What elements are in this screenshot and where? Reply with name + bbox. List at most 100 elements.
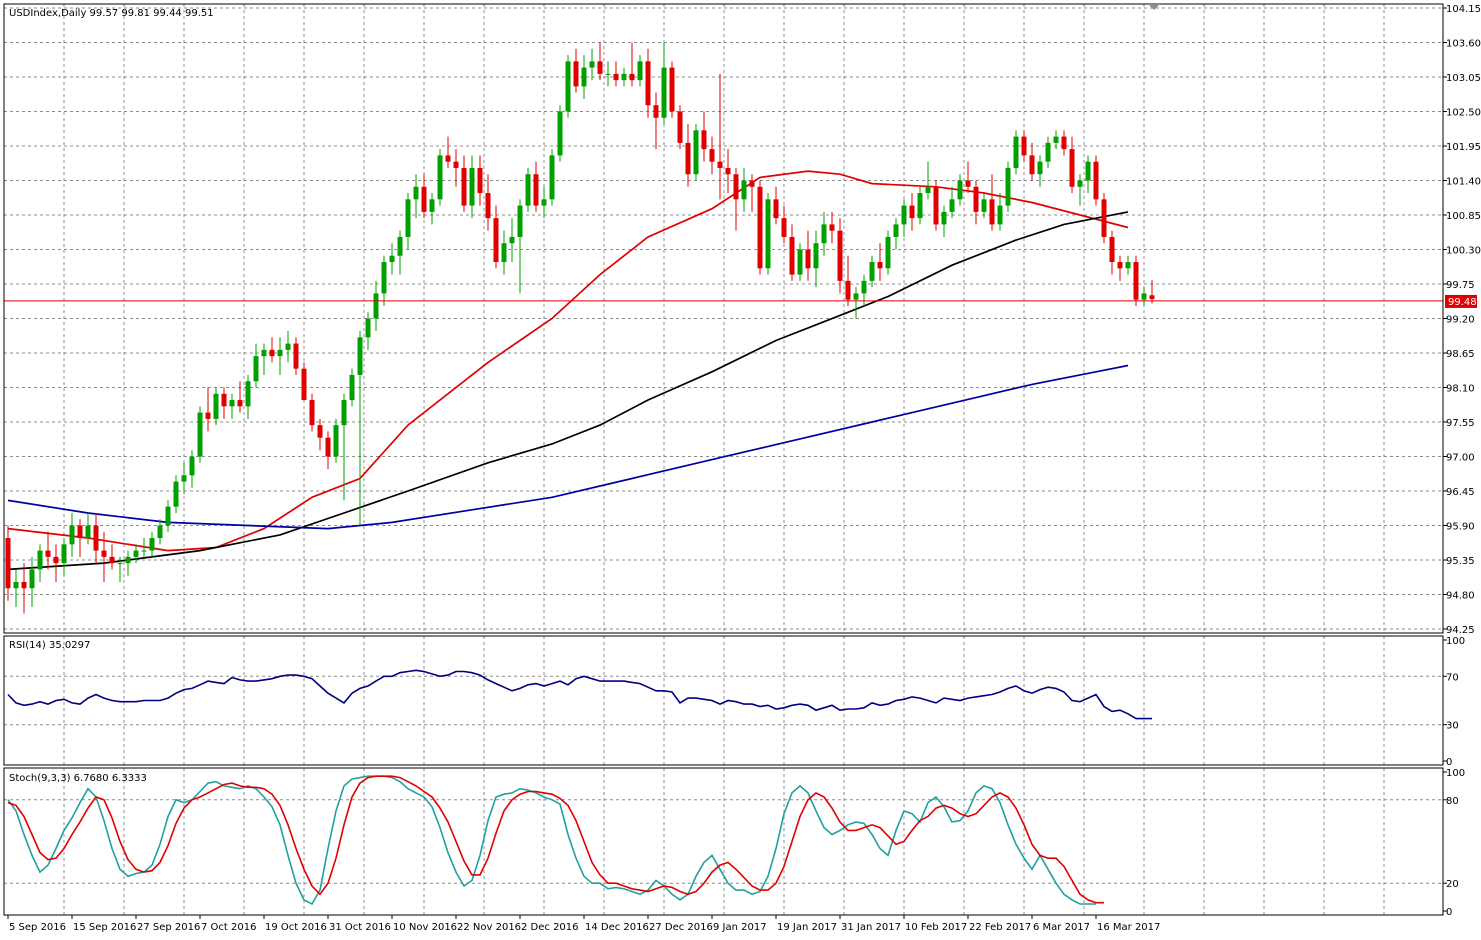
candle-body xyxy=(981,199,987,212)
candle-body xyxy=(405,199,411,237)
candle-body xyxy=(1013,136,1019,168)
price-tick-label: 100.30 xyxy=(1446,246,1481,257)
candle-body xyxy=(485,193,491,219)
candle-body xyxy=(413,186,419,200)
candle-body xyxy=(309,400,315,426)
candle-body xyxy=(661,67,667,118)
candle-body xyxy=(925,186,931,194)
stoch-line-main xyxy=(7,775,1096,906)
candle-body xyxy=(85,525,91,539)
candle-body xyxy=(917,193,923,219)
candle-body xyxy=(1053,136,1059,143)
candle-body xyxy=(149,538,155,551)
candle-body xyxy=(853,293,859,300)
candle-body xyxy=(493,218,499,263)
pane-frame xyxy=(3,767,1444,916)
price-tick-label: 97.00 xyxy=(1446,453,1475,464)
grid-layer xyxy=(4,4,1443,915)
candle-body xyxy=(797,249,803,275)
candle-body xyxy=(213,393,219,419)
candle-body xyxy=(37,550,43,570)
candle-body xyxy=(813,243,819,269)
candle-body xyxy=(1109,236,1115,263)
candle-body xyxy=(845,280,851,300)
candle-body xyxy=(125,556,131,564)
candle-body xyxy=(1149,295,1155,300)
candle-body xyxy=(909,205,915,219)
candle-body xyxy=(637,61,643,81)
stoch-tick-label: 80 xyxy=(1446,796,1459,807)
candle-body xyxy=(45,550,51,557)
date-tick-label: 16 Mar 2017 xyxy=(1097,922,1160,933)
date-tick-label: 19 Oct 2016 xyxy=(265,922,327,933)
candle-body xyxy=(1101,199,1107,237)
rsi-line xyxy=(7,669,1152,720)
candle-body xyxy=(245,381,251,407)
candle-body xyxy=(1141,293,1147,300)
candle-body xyxy=(1045,142,1051,162)
candle-body xyxy=(365,318,371,338)
candle-body xyxy=(877,262,883,269)
candle-body xyxy=(133,550,139,557)
candle-body xyxy=(109,556,115,564)
date-tick-label: 19 Jan 2017 xyxy=(777,922,837,933)
candle-body xyxy=(1005,167,1011,206)
candle-body xyxy=(605,73,611,75)
candle-body xyxy=(301,368,307,401)
candle-body xyxy=(1037,161,1043,175)
candle-body xyxy=(725,167,731,175)
candle-body xyxy=(949,199,955,212)
candle-body xyxy=(965,180,971,187)
candle-body xyxy=(61,544,67,564)
date-tick-label: 15 Sep 2016 xyxy=(73,922,136,933)
candle-body xyxy=(1117,262,1123,269)
rsi-tick-label: 100 xyxy=(1446,636,1465,647)
candle-body xyxy=(181,475,187,482)
candle-body xyxy=(317,425,323,438)
candle-body xyxy=(685,142,691,175)
candle-body xyxy=(173,481,179,507)
date-tick-label: 22 Feb 2017 xyxy=(969,922,1031,933)
date-tick-label: 7 Oct 2016 xyxy=(201,922,256,933)
candle-body xyxy=(221,393,227,407)
candle-body xyxy=(197,412,203,457)
price-tick-label: 95.35 xyxy=(1446,556,1475,567)
candle-body xyxy=(989,199,995,225)
candle-body xyxy=(277,349,283,357)
candle-body xyxy=(837,230,843,281)
candle-body xyxy=(861,280,867,294)
candle-body xyxy=(189,456,195,476)
candle-body xyxy=(373,293,379,319)
axis-layer: 104.15 103.60 103.05 102.50 101.95 101.40 100.… xyxy=(7,4,1481,933)
candle-body xyxy=(957,180,963,200)
candle-body xyxy=(941,211,947,225)
candle-body xyxy=(901,205,907,225)
candle-body xyxy=(501,243,507,263)
candle-body xyxy=(285,343,291,350)
candle-body xyxy=(589,61,595,68)
candle-body xyxy=(157,525,163,539)
candle-body xyxy=(21,581,27,589)
candle-body xyxy=(741,180,747,200)
candle-body xyxy=(565,61,571,112)
candle-body xyxy=(621,73,627,81)
stoch-tick-label: 100 xyxy=(1446,768,1465,779)
candle-body xyxy=(469,167,475,206)
stoch-line-signal xyxy=(7,775,1104,904)
candle-body xyxy=(77,525,83,539)
date-tick-label: 31 Oct 2016 xyxy=(329,922,391,933)
rsi-title: RSI(14) 35.0297 xyxy=(9,640,90,651)
candle-body xyxy=(1069,149,1075,187)
rsi-tick-label: 30 xyxy=(1446,721,1459,732)
price-tick-label: 104.15 xyxy=(1446,4,1481,15)
current-price-label: 99.48 xyxy=(1448,297,1477,308)
candle-body xyxy=(269,349,275,357)
candle-body xyxy=(693,130,699,175)
moving-average-mid-line xyxy=(7,211,1129,571)
candle-body xyxy=(757,186,763,269)
price-tick-label: 100.85 xyxy=(1446,211,1481,222)
date-tick-label: 14 Dec 2016 xyxy=(585,922,649,933)
candle-body xyxy=(821,224,827,244)
